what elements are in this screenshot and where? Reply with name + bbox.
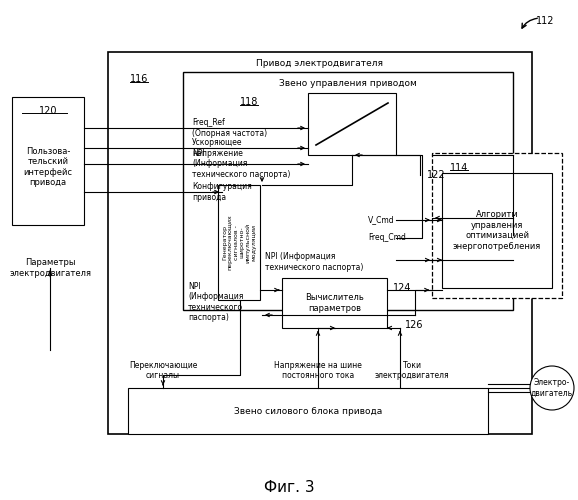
Text: Алгоритм
управления
оптимизацией
энергопотребления: Алгоритм управления оптимизацией энергоп… [453,210,541,250]
Text: Ускоряющее
напряжение: Ускоряющее напряжение [192,138,243,158]
Text: Генератор
переключающих
сигналов -
широтно-
импульсной
модуляции: Генератор переключающих сигналов - широт… [222,214,256,270]
Text: 126: 126 [405,320,424,330]
Text: 118: 118 [240,97,258,107]
Bar [218,185,260,300]
Text: Freq_Cmd: Freq_Cmd [368,234,406,242]
Text: Электро-
двигатель: Электро- двигатель [531,378,573,398]
Text: Freq_Ref
(Опорная частота): Freq_Ref (Опорная частота) [192,118,267,138]
Bar [108,52,532,434]
Bar [128,388,488,434]
Text: V_Cmd: V_Cmd [368,216,395,224]
Text: 122: 122 [427,170,446,180]
Text: Параметры
электродвигателя: Параметры электродвигателя [9,258,91,278]
Bar [12,97,84,225]
Text: Переключающие
сигналы: Переключающие сигналы [129,360,197,380]
Text: Токи
электродвигателя: Токи электродвигателя [375,360,449,380]
Text: NPI
(Информация
технического
паспорта): NPI (Информация технического паспорта) [188,282,243,322]
Text: Фиг. 3: Фиг. 3 [264,480,314,496]
Text: Конфигурация
привода: Конфигурация привода [192,182,252,202]
Bar [432,153,562,298]
Text: Звено силового блока привода: Звено силового блока привода [234,406,382,416]
Bar [308,93,396,155]
Text: NPI
(Информация
технического паспорта): NPI (Информация технического паспорта) [192,149,290,179]
Text: 120: 120 [39,106,57,116]
Text: Напряжение на шине
постоянного тока: Напряжение на шине постоянного тока [274,360,362,380]
Text: Вычислитель
параметров: Вычислитель параметров [305,294,364,312]
Text: 124: 124 [393,283,412,293]
Bar [442,173,552,288]
Bar [183,72,513,310]
Text: NPI (Информация
технического паспорта): NPI (Информация технического паспорта) [265,252,364,272]
Text: 116: 116 [130,74,149,84]
Text: 114: 114 [450,163,468,173]
Text: Пользова-
тельский
интерфейс
привода: Пользова- тельский интерфейс привода [24,147,72,187]
Bar [282,278,387,328]
Text: 112: 112 [536,16,554,26]
Circle shape [530,366,574,410]
Text: Звено управления приводом: Звено управления приводом [279,79,417,88]
Text: Привод электродвигателя: Привод электродвигателя [257,59,383,68]
